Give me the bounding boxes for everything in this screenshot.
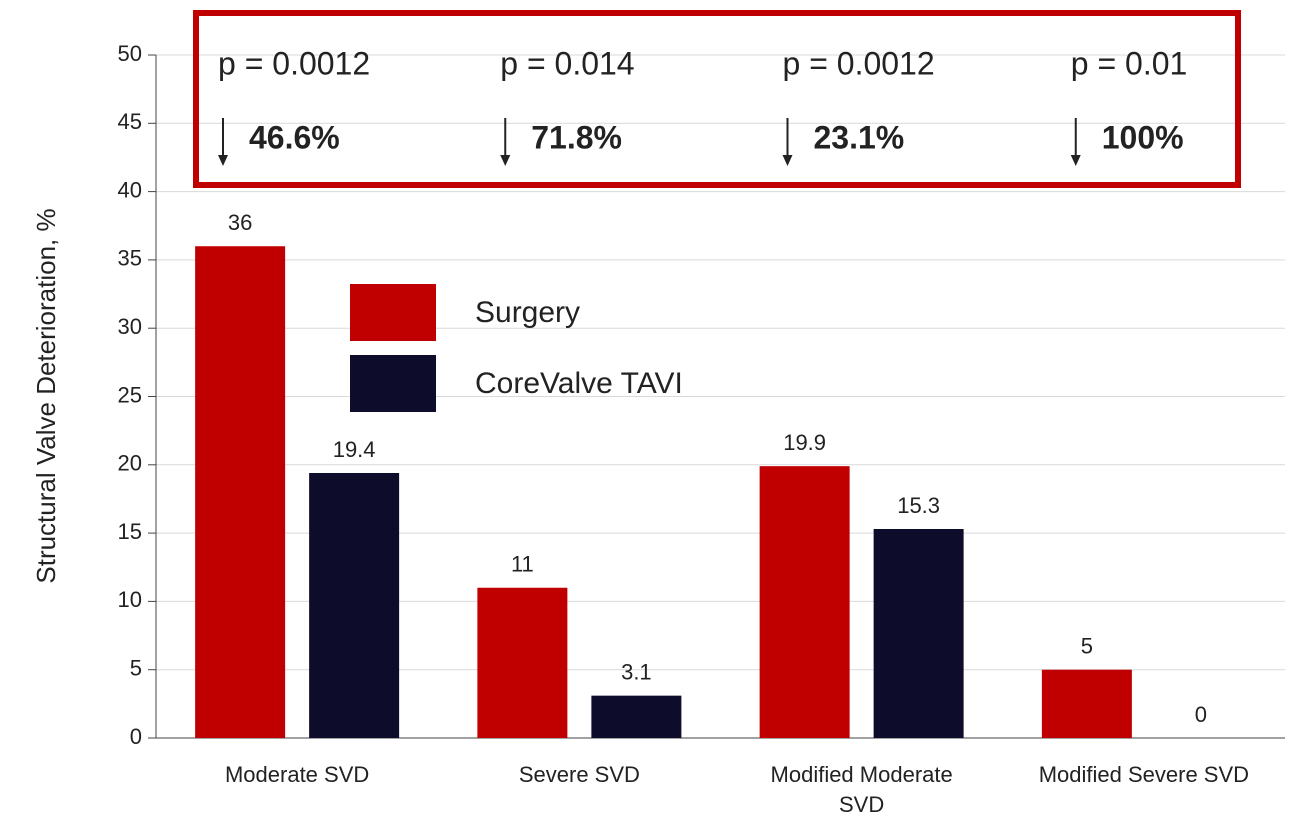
x-tick-label: Severe SVD <box>518 762 640 787</box>
y-tick-label: 5 <box>130 656 142 681</box>
y-tick-label: 25 <box>118 382 142 407</box>
p-value: p = 0.01 <box>1071 45 1188 81</box>
y-axis-title: Structural Valve Deterioration, % <box>31 208 61 583</box>
reduction: 46.6% <box>249 119 340 155</box>
y-tick-label: 0 <box>130 724 142 749</box>
y-tick-label: 15 <box>118 519 142 544</box>
bar <box>195 246 286 739</box>
bar <box>591 695 682 738</box>
annotation-box <box>193 10 1241 188</box>
p-value: p = 0.0012 <box>218 45 370 81</box>
y-tick-label: 40 <box>118 177 142 202</box>
y-tick-label: 30 <box>118 314 142 339</box>
arrow-head <box>1070 155 1081 166</box>
p-value: p = 0.014 <box>500 45 634 81</box>
y-tick-label: 35 <box>118 246 142 271</box>
legend-label: CoreValve TAVI <box>475 367 683 400</box>
y-tick-label: 10 <box>118 587 142 612</box>
bar <box>873 529 964 738</box>
arrow-head <box>782 155 793 166</box>
value-label: 15.3 <box>897 493 940 518</box>
value-label: 0 <box>1195 702 1207 727</box>
reduction: 23.1% <box>814 119 905 155</box>
value-label: 11 <box>511 552 534 577</box>
x-tick-label: Modified Severe SVD <box>1038 762 1250 787</box>
p-value: p = 0.0012 <box>783 45 935 81</box>
legend-label: Surgery <box>475 296 580 329</box>
bar <box>477 587 568 738</box>
y-tick-label: 45 <box>118 109 142 134</box>
arrow-head <box>500 155 511 166</box>
value-label: 5 <box>1081 634 1093 659</box>
bar <box>309 472 400 738</box>
arrow-head <box>218 155 228 166</box>
reduction: 71.8% <box>531 119 622 155</box>
value-label: 19.4 <box>333 437 376 462</box>
x-tick-label: Modified Moderate SVD <box>770 762 953 817</box>
y-tick-label: 20 <box>118 451 142 476</box>
y-tick-label: 50 <box>118 41 142 66</box>
bar <box>759 466 850 738</box>
reduction: 100% <box>1102 119 1184 155</box>
bar <box>1041 669 1132 738</box>
value-label: 3.1 <box>621 659 652 684</box>
x-tick-label: Moderate SVD <box>224 762 370 787</box>
value-label: 36 <box>228 210 252 235</box>
legend-swatch <box>350 284 436 341</box>
value-label: 19.9 <box>783 430 826 455</box>
legend-swatch <box>350 355 436 412</box>
